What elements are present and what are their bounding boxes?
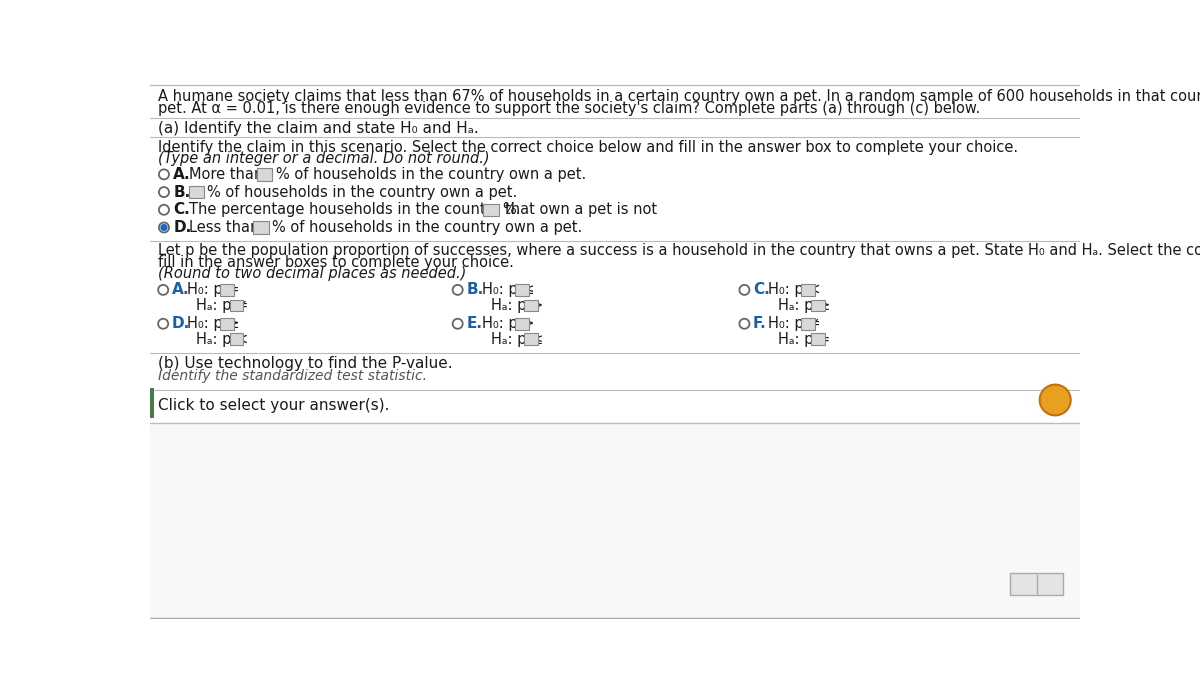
Text: ?: ? <box>1050 391 1061 409</box>
Circle shape <box>158 205 169 215</box>
Text: D.: D. <box>172 316 190 331</box>
Text: B.: B. <box>173 184 191 200</box>
Text: The percentage households in the country that own a pet is not: The percentage households in the country… <box>188 203 656 217</box>
Text: H₀: p ≠: H₀: p ≠ <box>768 316 821 331</box>
Text: Identify the claim in this scenario. Select the correct choice below and fill in: Identify the claim in this scenario. Sel… <box>157 140 1018 155</box>
Text: H₀: p <: H₀: p < <box>768 283 821 297</box>
Circle shape <box>158 319 168 329</box>
Bar <box>515 318 529 329</box>
Text: Identify the standardized test statistic.: Identify the standardized test statistic… <box>157 369 427 383</box>
Text: % of households in the country own a pet.: % of households in the country own a pet… <box>208 184 517 200</box>
Text: %.: %. <box>502 203 521 217</box>
Circle shape <box>158 187 169 197</box>
Text: ◄: ◄ <box>1018 576 1028 590</box>
Text: (Round to two decimal places as needed.): (Round to two decimal places as needed.) <box>157 266 466 281</box>
Text: (Type an integer or a decimal. Do not round.): (Type an integer or a decimal. Do not ro… <box>157 152 490 166</box>
Bar <box>150 388 154 418</box>
Text: Hₐ: p ≠: Hₐ: p ≠ <box>197 298 248 313</box>
Text: ►: ► <box>1045 576 1056 590</box>
Circle shape <box>158 285 168 295</box>
Text: C.: C. <box>173 203 190 217</box>
Text: H₀: p >: H₀: p > <box>481 316 534 331</box>
Text: A.: A. <box>173 167 191 182</box>
Text: C.: C. <box>752 283 769 297</box>
Text: Less than: Less than <box>188 220 259 235</box>
Circle shape <box>158 223 169 232</box>
Bar <box>802 284 816 296</box>
Bar <box>150 423 1080 619</box>
Bar <box>229 333 244 345</box>
Bar <box>1010 574 1063 595</box>
Text: pet. At α = 0.01, is there enough evidence to support the society's claim? Compl: pet. At α = 0.01, is there enough eviden… <box>157 102 980 116</box>
Circle shape <box>452 285 463 295</box>
Text: H₀: p ≤: H₀: p ≤ <box>481 283 534 297</box>
Text: fill in the answer boxes to complete your choice.: fill in the answer boxes to complete you… <box>157 255 514 269</box>
Bar <box>524 333 538 345</box>
Text: Click to select your answer(s).: Click to select your answer(s). <box>157 398 389 413</box>
Bar <box>515 284 529 296</box>
Circle shape <box>1039 385 1070 416</box>
Text: F.: F. <box>752 316 767 331</box>
Text: D.: D. <box>173 220 192 235</box>
Bar <box>257 168 272 180</box>
Bar <box>229 299 244 311</box>
Text: H₀: p ≥: H₀: p ≥ <box>187 316 240 331</box>
Text: Let p be the population proportion of successes, where a success is a household : Let p be the population proportion of su… <box>157 243 1200 258</box>
Text: A humane society claims that less than 67% of households in a certain country ow: A humane society claims that less than 6… <box>157 89 1200 104</box>
Bar <box>524 299 538 311</box>
Text: Hₐ: p >: Hₐ: p > <box>491 298 544 313</box>
Circle shape <box>739 319 750 329</box>
Bar <box>811 333 824 345</box>
Bar <box>253 221 269 234</box>
Bar <box>188 186 204 198</box>
Circle shape <box>161 225 167 230</box>
Text: Hₐ: p =: Hₐ: p = <box>778 332 830 347</box>
Circle shape <box>158 169 169 180</box>
Text: E.: E. <box>466 316 482 331</box>
Circle shape <box>452 319 463 329</box>
Text: B.: B. <box>466 283 484 297</box>
Bar <box>221 284 234 296</box>
Bar <box>802 318 816 329</box>
Text: A.: A. <box>172 283 190 297</box>
Text: % of households in the country own a pet.: % of households in the country own a pet… <box>271 220 582 235</box>
Text: % of households in the country own a pet.: % of households in the country own a pet… <box>276 167 586 182</box>
Text: Hₐ: p ≥: Hₐ: p ≥ <box>778 298 830 313</box>
Circle shape <box>739 285 750 295</box>
Text: Hₐ: p <: Hₐ: p < <box>197 332 248 347</box>
Bar <box>221 318 234 329</box>
Bar <box>811 299 824 311</box>
Text: (b) Use technology to find the P-value.: (b) Use technology to find the P-value. <box>157 356 452 370</box>
Bar <box>484 204 499 216</box>
Text: Hₐ: p ≤: Hₐ: p ≤ <box>491 332 544 347</box>
Text: H₀: p =: H₀: p = <box>187 283 240 297</box>
Text: More than: More than <box>188 167 263 182</box>
Text: (a) Identify the claim and state H₀ and Hₐ.: (a) Identify the claim and state H₀ and … <box>157 120 479 136</box>
